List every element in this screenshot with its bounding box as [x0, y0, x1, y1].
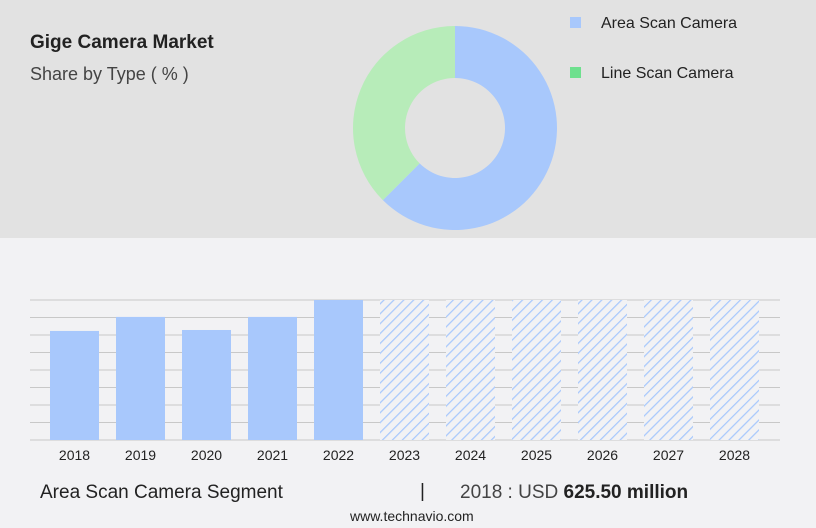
value-prefix: 2018 : USD: [460, 482, 559, 503]
legend-item-area-scan: Area Scan Camera: [570, 15, 737, 33]
bar-2022: [314, 300, 363, 440]
x-tick-label: 2028: [719, 447, 750, 463]
chart-subtitle: Share by Type ( % ): [30, 64, 189, 84]
x-tick-label: 2027: [653, 447, 684, 463]
legend-label: Line Scan Camera: [601, 65, 734, 82]
donut-slice-0: [382, 26, 557, 230]
bar-2019: [116, 316, 165, 440]
x-tick-label: 2022: [323, 447, 354, 463]
bar-2025: [512, 300, 561, 440]
bar-2021: [248, 316, 297, 440]
legend-swatch: [570, 67, 581, 78]
legend-label: Area Scan Camera: [601, 15, 738, 32]
bar-2024: [446, 300, 495, 440]
value-amount: 625.50 million: [563, 482, 689, 503]
legend-item-line-scan: Line Scan Camera: [570, 65, 734, 83]
bar-2023: [380, 300, 429, 440]
bar-2026: [578, 300, 627, 440]
x-tick-label: 2024: [455, 447, 486, 463]
legend-swatch: [570, 17, 581, 28]
bar-2027: [644, 300, 693, 440]
bar-2020: [182, 329, 231, 440]
segment-value: 2018 : USD 625.50 million: [460, 482, 688, 504]
x-tick-label: 2021: [257, 447, 288, 463]
website: www.technavio.com: [350, 508, 474, 524]
x-tick-label: 2025: [521, 447, 552, 463]
bar-chart: 2018 2019 2020 2021 2022 2023 2024 2025 2026 2027…: [30, 299, 780, 463]
donut-chart: [353, 26, 557, 230]
segment-label: Area Scan Camera Segment: [40, 482, 283, 503]
bar-2018: [50, 330, 99, 440]
x-tick-label: 2018: [59, 447, 90, 463]
x-tick-label: 2026: [587, 447, 618, 463]
x-tick-label: 2019: [125, 447, 156, 463]
donut-slice-1: [353, 26, 455, 201]
bar-2028: [710, 300, 759, 440]
chart-title: Gige Camera Market: [30, 32, 214, 53]
x-tick-label: 2020: [191, 447, 222, 463]
x-tick-label: 2023: [389, 447, 420, 463]
separator: |: [420, 481, 425, 502]
